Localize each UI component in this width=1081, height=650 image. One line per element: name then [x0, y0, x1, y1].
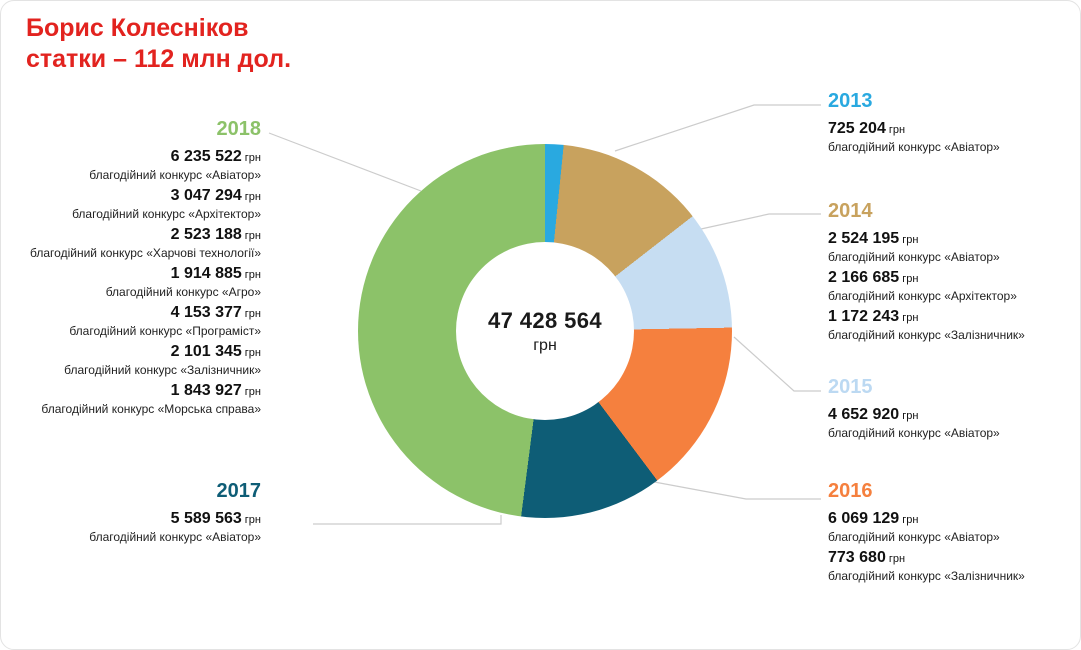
contest-entry: 6 069 129 грн благодійний конкурс «Авіато…	[828, 509, 1025, 545]
leader-line-2018	[268, 132, 422, 192]
contest-amount: 4 652 920 грн	[828, 406, 919, 423]
contest-amount: 1 172 243 грн	[828, 308, 919, 325]
contest-amount: 3 047 294 грн	[170, 187, 261, 204]
contest-amount: 2 166 685 грн	[828, 269, 919, 286]
page-title: Борис Колесніков статки – 112 млн дол.	[26, 13, 291, 75]
contest-entry: 3 047 294 грн благодійний конкурс «Архіте…	[17, 186, 261, 222]
donut-chart: 47 428 564 грн	[358, 144, 732, 518]
contest-label: благодійний конкурс «Авіатор»	[89, 168, 261, 182]
year-group-2018: 2018 6 235 522 грн благодійний конкурс «А…	[17, 117, 261, 420]
contest-entry: 2 101 345 грн благодійний конкурс «Залізн…	[17, 342, 261, 378]
leader-line-2016	[648, 480, 821, 500]
contest-label: благодійний конкурс «Авіатор»	[828, 250, 1000, 264]
year-label-2014: 2014	[828, 200, 873, 222]
contest-amount: 4 153 377 грн	[170, 304, 261, 321]
contest-label: благодійний конкурс «Харчові технології»	[30, 246, 261, 260]
year-group-2013: 2013 725 204 грн благодійний конкурс «Аві…	[828, 89, 1000, 158]
contest-amount: 5 589 563 грн	[170, 510, 261, 527]
contest-label: благодійний конкурс «Авіатор»	[828, 426, 1000, 440]
contest-amount: 1 914 885 грн	[170, 265, 261, 282]
contest-label: благодійний конкурс «Архітектор»	[72, 207, 261, 221]
contest-entry: 1 172 243 грн благодійний конкурс «Залізн…	[828, 307, 1025, 343]
contest-entry: 4 652 920 грн благодійний конкурс «Авіато…	[828, 405, 1000, 441]
year-label-2015: 2015	[828, 376, 873, 398]
contest-label: благодійний конкурс «Авіатор»	[828, 140, 1000, 154]
contest-label: благодійний конкурс «Архітектор»	[828, 289, 1017, 303]
year-label-2017: 2017	[216, 480, 262, 502]
contest-entry: 6 235 522 грн благодійний конкурс «Авіато…	[17, 147, 261, 183]
leader-line-2014	[700, 213, 821, 230]
leader-line-2017	[313, 515, 502, 525]
contest-label: благодійний конкурс «Залізничник»	[828, 569, 1025, 583]
contest-entry: 773 680 грн благодійний конкурс «Залізнич…	[828, 548, 1025, 584]
contest-amount: 725 204 грн	[828, 120, 906, 137]
donut-center: 47 428 564 грн	[456, 242, 634, 420]
year-group-2014: 2014 2 524 195 грн благодійний конкурс «А…	[828, 199, 1025, 346]
year-label-2013: 2013	[828, 90, 873, 112]
leader-line-2015	[733, 336, 821, 392]
contest-label: благодійний конкурс «Агро»	[105, 285, 261, 299]
center-unit: грн	[533, 336, 557, 354]
year-group-2015: 2015 4 652 920 грн благодійний конкурс «А…	[828, 375, 1000, 444]
contest-entry: 4 153 377 грн благодійний конкурс «Програ…	[17, 303, 261, 339]
year-label-2016: 2016	[828, 480, 873, 502]
page-title-line2: статки – 112 млн дол.	[26, 45, 292, 73]
contest-amount: 2 101 345 грн	[170, 343, 261, 360]
contest-amount: 2 523 188 грн	[170, 226, 261, 243]
year-group-2017: 2017 5 589 563 грн благодійний конкурс «А…	[17, 479, 261, 548]
page-title-line1: Борис Колесніков	[26, 14, 249, 42]
contest-amount: 773 680 грн	[828, 549, 906, 566]
leader-line-2013	[614, 104, 821, 152]
year-group-2016: 2016 6 069 129 грн благодійний конкурс «А…	[828, 479, 1025, 587]
contest-label: благодійний конкурс «Залізничник»	[64, 363, 261, 377]
contest-entry: 2 166 685 грн благодійний конкурс «Архіте…	[828, 268, 1025, 304]
contest-entry: 1 843 927 грн благодійний конкурс «Морськ…	[17, 381, 261, 417]
contest-label: благодійний конкурс «Програміст»	[69, 324, 261, 338]
contest-entry: 5 589 563 грн благодійний конкурс «Авіато…	[17, 509, 261, 545]
contest-amount: 1 843 927 грн	[170, 382, 261, 399]
contest-label: благодійний конкурс «Авіатор»	[828, 530, 1000, 544]
contest-amount: 2 524 195 грн	[828, 230, 919, 247]
contest-entry: 725 204 грн благодійний конкурс «Авіатор»	[828, 119, 1000, 155]
contest-label: благодійний конкурс «Залізничник»	[828, 328, 1025, 342]
contest-label: благодійний конкурс «Авіатор»	[89, 530, 261, 544]
contest-entry: 1 914 885 грн благодійний конкурс «Агро»	[17, 264, 261, 300]
year-label-2018: 2018	[216, 118, 262, 140]
contest-entry: 2 524 195 грн благодійний конкурс «Авіато…	[828, 229, 1025, 265]
contest-amount: 6 069 129 грн	[828, 510, 919, 527]
contest-entry: 2 523 188 грн благодійний конкурс «Харчов…	[17, 225, 261, 261]
contest-label: благодійний конкурс «Морська справа»	[41, 402, 261, 416]
contest-amount: 6 235 522 грн	[170, 148, 261, 165]
center-total: 47 428 564	[487, 307, 603, 333]
